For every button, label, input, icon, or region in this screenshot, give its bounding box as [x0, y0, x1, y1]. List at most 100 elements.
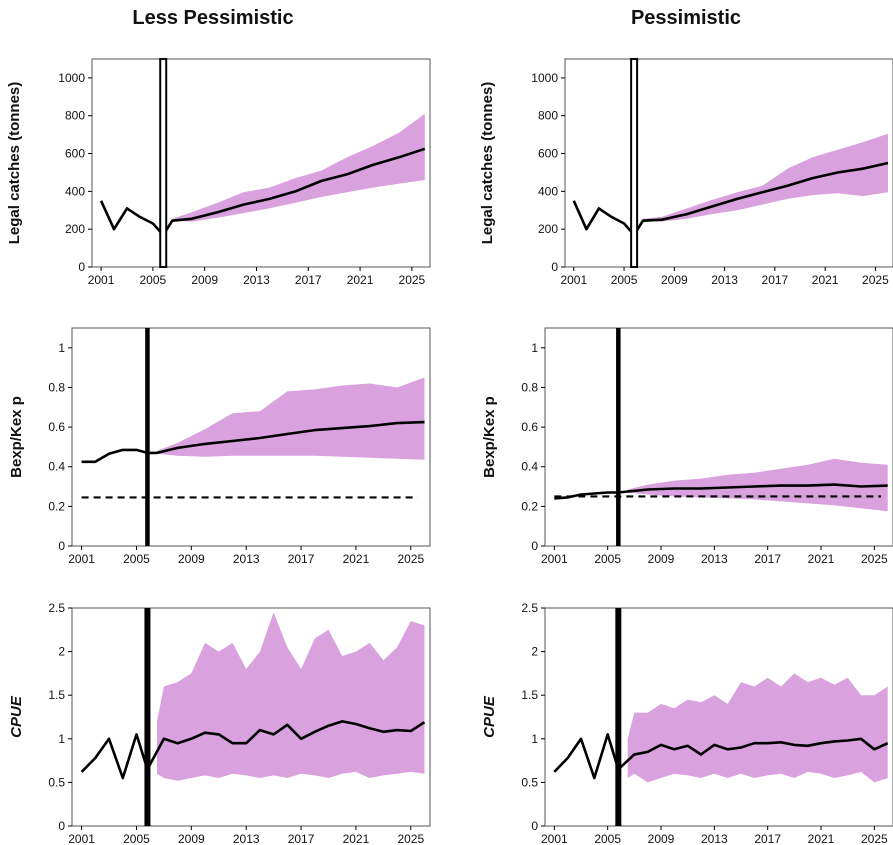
chart-cpue-less: 2001 2005 2009 2013 2017 2021 2025 0 0.5 1 1.5 2 2.5… [8, 601, 431, 845]
separator-bar [616, 328, 621, 546]
x-tick-label: 2017 [288, 552, 315, 566]
chart-cpue-pess: 2001 2005 2009 2013 2017 2021 2025 0 0.5 1 1.5 2 2.5… [481, 601, 893, 845]
x-tick-label: 2025 [397, 552, 424, 566]
y-tick-label: 0.2 [48, 499, 65, 513]
x-tick-label: 2001 [541, 832, 568, 845]
x-tick-label: 2005 [594, 552, 621, 566]
y-tick-label: 600 [65, 147, 85, 161]
y-tick-label: 0 [531, 819, 538, 833]
x-tick-label: 2001 [560, 273, 587, 287]
y-tick-label: 0 [531, 539, 538, 553]
y-tick-label: 1.5 [48, 688, 65, 702]
x-tick-label: 2017 [288, 832, 315, 845]
x-tick-label: 2005 [140, 273, 167, 287]
x-tick-label: 2021 [808, 832, 835, 845]
x-tick-label: 2017 [762, 273, 789, 287]
y-tick-label: 600 [538, 147, 558, 161]
y-tick-label: 2.5 [48, 601, 65, 615]
x-tick-label: 2001 [68, 552, 95, 566]
median-line [80, 720, 426, 780]
x-tick-label: 2005 [123, 552, 150, 566]
separator-bar [144, 608, 151, 826]
x-tick-label: 2013 [711, 273, 738, 287]
median-line [572, 161, 889, 237]
y-tick-label: 1 [531, 341, 538, 355]
y-tick-label: 1 [58, 341, 65, 355]
y-tick-label: 0.5 [521, 775, 538, 789]
x-tick-label: 2005 [123, 832, 150, 845]
y-tick-label: 1 [531, 732, 538, 746]
y-tick-label: 2.5 [521, 601, 538, 615]
y-tick-label: 0.8 [521, 380, 538, 394]
y-tick-label: 0.6 [48, 420, 65, 434]
x-tick-label: 2001 [68, 832, 95, 845]
x-tick-label: 2013 [701, 552, 728, 566]
y-tick-label: 800 [65, 109, 85, 123]
left-column-title: Less Pessimistic [132, 7, 293, 29]
x-tick-label: 2013 [233, 552, 260, 566]
x-tick-label: 2009 [178, 552, 205, 566]
x-tick-label: 2013 [243, 273, 270, 287]
chart-bexp-less: 2001 2005 2009 2013 2017 2021 2025 0 0.2 0.4 0.6 0.… [8, 327, 431, 566]
y-tick-label: 800 [538, 109, 558, 123]
x-tick-label: 2005 [594, 832, 621, 845]
y-tick-label: 0.6 [521, 420, 538, 434]
x-tick-label: 2025 [399, 273, 426, 287]
median-line [554, 483, 888, 500]
x-tick-label: 2009 [178, 832, 205, 845]
x-tick-label: 2025 [397, 832, 424, 845]
right-column-title: Pessimistic [631, 7, 741, 29]
x-tick-label: 2021 [812, 273, 839, 287]
y-tick-label: 400 [65, 184, 85, 198]
y-tick-label: 1000 [58, 71, 85, 85]
x-tick-label: 2013 [701, 832, 728, 845]
x-tick-label: 2005 [611, 273, 638, 287]
x-tick-label: 2017 [754, 832, 781, 845]
y-tick-label: 2 [58, 645, 65, 659]
median-line [81, 420, 425, 464]
x-tick-label: 2009 [661, 273, 688, 287]
chart-catch-less: 2001 2005 2009 2013 2017 2021 2025 0 200 400 600 80… [6, 58, 431, 287]
y-tick-label: 0 [78, 260, 85, 274]
median-line [553, 733, 889, 780]
x-tick-label: 2001 [88, 273, 115, 287]
x-tick-label: 2021 [808, 552, 835, 566]
uncertainty-band [627, 458, 888, 512]
plot-frame [544, 327, 893, 547]
y-tick-label: 0.8 [48, 380, 65, 394]
y-tick-label: 400 [538, 184, 558, 198]
uncertainty-band [642, 133, 888, 222]
x-tick-label: 2025 [861, 552, 888, 566]
y-tick-label: 0 [551, 260, 558, 274]
separator-bar [159, 58, 168, 268]
y-tick-label: 200 [65, 222, 85, 236]
y-axis-label: Bexp/Kex p [481, 396, 498, 478]
x-tick-label: 2009 [648, 832, 675, 845]
x-tick-label: 2025 [862, 273, 889, 287]
separator-bar [145, 328, 150, 546]
x-tick-label: 2017 [295, 273, 322, 287]
x-tick-label: 2009 [648, 552, 675, 566]
separator-bar [630, 58, 639, 268]
x-tick-label: 2009 [191, 273, 218, 287]
x-tick-label: 2021 [343, 832, 370, 845]
separator-bar [615, 608, 622, 826]
y-tick-label: 2 [531, 645, 538, 659]
chart-bexp-pess: 2001 2005 2009 2013 2017 2021 2025 0 0.2 0.4 0.6 0.… [481, 327, 893, 566]
y-axis-label: Legal catches (tonnes) [479, 82, 496, 245]
y-axis-label: Bexp/Kex p [8, 396, 25, 478]
x-tick-label: 2021 [343, 552, 370, 566]
x-tick-label: 2021 [347, 273, 374, 287]
x-tick-label: 2013 [233, 832, 260, 845]
y-tick-label: 200 [538, 222, 558, 236]
y-tick-label: 0 [58, 819, 65, 833]
x-tick-label: 2025 [861, 832, 888, 845]
x-tick-label: 2017 [754, 552, 781, 566]
uncertainty-band [172, 113, 425, 222]
panels: 2001 2005 2009 2013 2017 2021 2025020040060080… [6, 58, 893, 845]
y-axis-label: Legal catches (tonnes) [6, 82, 23, 245]
x-tick-label: 2001 [541, 552, 568, 566]
y-tick-label: 0.2 [521, 499, 538, 513]
y-tick-label: 1 [58, 732, 65, 746]
